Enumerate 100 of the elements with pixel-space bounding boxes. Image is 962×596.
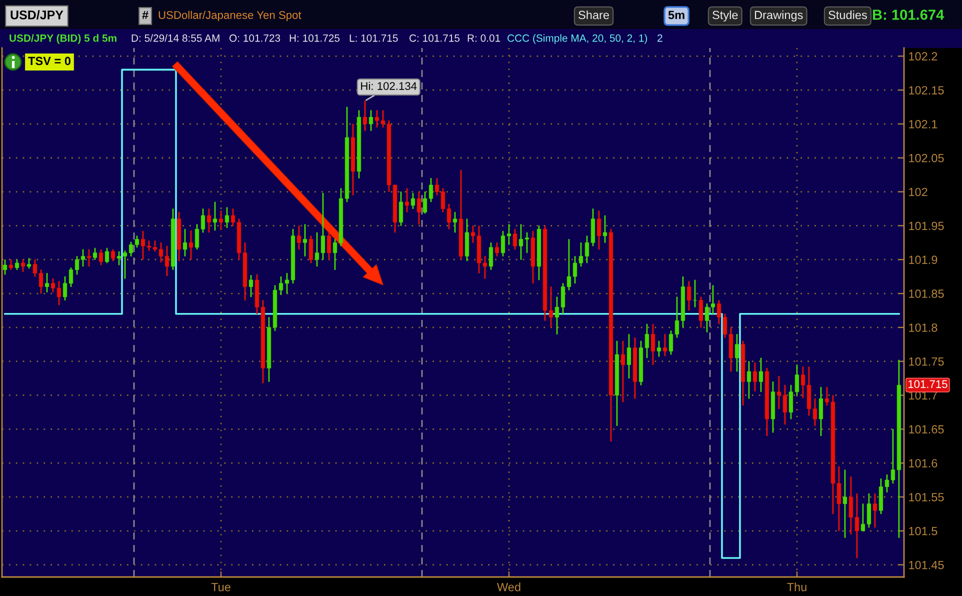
candlestick [224, 207, 230, 228]
candlestick [746, 361, 752, 399]
y-tick-label: 102.1 [909, 120, 938, 128]
candlestick [74, 256, 80, 275]
text: B: 101.674 [872, 10, 944, 20]
candlestick [854, 493, 860, 558]
candlestick [302, 224, 308, 256]
candlestick [812, 398, 818, 426]
candlestick [878, 478, 884, 514]
candlestick [572, 256, 578, 284]
y-tick-label: 101.5 [909, 526, 938, 536]
candlestick [512, 228, 518, 250]
candlestick [152, 240, 158, 252]
candlestick [344, 106, 350, 202]
candlestick [242, 242, 248, 300]
candlestick [590, 208, 596, 246]
text: O: 101.723 [229, 34, 280, 42]
candlestick [158, 242, 164, 263]
candlestick [92, 248, 98, 260]
y-tick-label: 101.45 [909, 560, 944, 570]
candlestick [728, 327, 734, 372]
candlestick [2, 259, 8, 275]
candlestick [596, 210, 602, 250]
text: 2 [658, 34, 662, 42]
text: 5m [668, 10, 684, 20]
candlestick [416, 192, 422, 225]
candlestick [464, 218, 470, 262]
candlestick [764, 368, 770, 436]
y-tick-label: 102.05 [909, 154, 944, 162]
candlestick [374, 110, 380, 128]
candlestick [782, 384, 788, 425]
candlestick [620, 340, 626, 402]
candlestick [632, 337, 638, 399]
candlestick [398, 192, 404, 226]
candlestick [32, 259, 38, 277]
candlestick [524, 232, 530, 254]
candlestick [656, 340, 662, 357]
candlestick [488, 242, 494, 270]
candlestick [476, 225, 482, 274]
text: Share [578, 10, 609, 20]
y-tick-label: 101.95 [909, 222, 944, 230]
candlestick [704, 303, 710, 332]
candlestick [884, 474, 890, 492]
candlestick [788, 384, 794, 420]
candlestick [482, 256, 488, 279]
candlestick [830, 395, 836, 514]
candlestick [260, 300, 266, 384]
candlestick [626, 334, 632, 378]
candlestick [98, 249, 104, 266]
candlestick [500, 230, 506, 256]
candlestick [104, 248, 110, 264]
candlestick [452, 212, 458, 233]
candlestick [56, 281, 62, 306]
candlestick [290, 228, 296, 284]
y-tick-label: 101.85 [909, 290, 944, 298]
candlestick [386, 120, 392, 192]
candlestick [536, 225, 542, 280]
candlestick [212, 202, 218, 231]
candlestick [392, 184, 398, 233]
candlestick [740, 340, 746, 406]
candlestick [530, 230, 536, 284]
candlestick [428, 178, 434, 202]
candlestick [410, 192, 416, 209]
x-tick-label: Tue [211, 582, 230, 592]
candlestick [698, 296, 704, 328]
candlestick [776, 376, 782, 410]
candlestick [824, 386, 830, 406]
text: # [142, 11, 148, 20]
candlestick [314, 232, 320, 267]
candlestick [650, 324, 656, 365]
candlestick [200, 208, 206, 233]
text: CCC (Simple MA, 20, 50, 2, 1) [508, 34, 648, 44]
candlestick [638, 340, 644, 386]
candlestick [770, 381, 776, 433]
candlestick [14, 259, 20, 270]
candlestick [584, 236, 590, 264]
candlestick [266, 317, 272, 382]
candlestick [752, 362, 758, 392]
candlestick [644, 324, 650, 358]
candlestick [8, 259, 14, 270]
candlestick [446, 204, 452, 230]
text: L: 101.715 [350, 34, 398, 42]
candlestick [692, 280, 698, 308]
candlestick [110, 249, 116, 262]
candlestick [668, 330, 674, 355]
candlestick [248, 274, 254, 298]
chart-subtitle: USDollar/Japanese Yen Spot [158, 10, 302, 22]
candlestick [422, 192, 428, 214]
text: Drawings [754, 10, 803, 22]
candlestick [350, 124, 356, 196]
candlestick [140, 230, 146, 260]
candlestick [614, 340, 620, 426]
candlestick [404, 188, 410, 212]
annotation: 101.715 [908, 380, 948, 388]
candlestick [722, 314, 728, 338]
candlestick [794, 364, 800, 396]
y-tick-label: 102 [909, 188, 928, 196]
candlestick [818, 386, 824, 436]
candlestick [842, 470, 848, 538]
candlestick [458, 170, 464, 260]
